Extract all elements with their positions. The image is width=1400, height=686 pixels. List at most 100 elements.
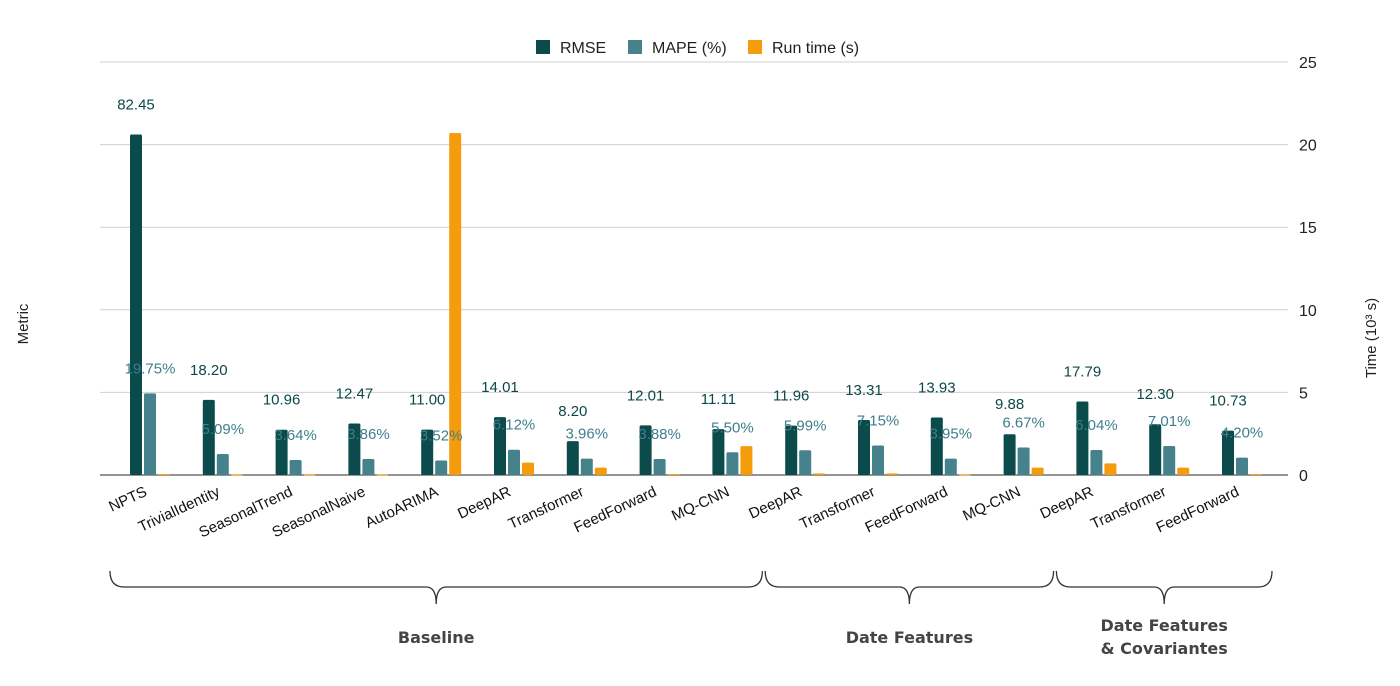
bar-runtime xyxy=(740,446,753,475)
data-label-mape: 7.01% xyxy=(1148,413,1191,430)
right-axis-tick-label: 15 xyxy=(1299,220,1317,237)
data-label-rmse: 14.01 xyxy=(481,379,519,396)
x-tick-label: DeepAR xyxy=(455,483,514,522)
bar-mape xyxy=(872,445,884,475)
bar-rmse xyxy=(1076,401,1089,475)
bar-runtime xyxy=(522,462,534,475)
right-axis-tick-label: 5 xyxy=(1299,385,1308,402)
data-label-mape: 3.86% xyxy=(347,426,390,443)
data-label-rmse: 11.11 xyxy=(701,391,736,408)
data-label-rmse: 13.93 xyxy=(918,379,956,396)
bar-rmse xyxy=(130,134,142,475)
legend-rmse-label: RMSE xyxy=(560,40,606,57)
bar-rmse xyxy=(712,429,725,475)
data-label-mape: 4.20% xyxy=(1221,425,1264,442)
legend-rmse-swatch xyxy=(536,40,550,54)
bar-rmse xyxy=(785,425,798,475)
data-label-mape: 7.15% xyxy=(857,412,900,429)
bar-rmse xyxy=(421,429,434,475)
bar-mape xyxy=(1163,446,1176,475)
bar-runtime xyxy=(667,474,680,476)
x-tick-label: FeedForward xyxy=(862,483,950,536)
bar-rmse xyxy=(202,399,215,475)
bar-rmse xyxy=(639,425,652,475)
y-axis-title-left: Metric xyxy=(15,303,32,344)
group-brace xyxy=(109,570,764,605)
bar-runtime xyxy=(230,474,243,476)
bar-mape xyxy=(799,450,812,475)
x-tick-label: MQ-CNN xyxy=(960,483,1023,524)
data-label-rmse: 11.00 xyxy=(409,392,445,409)
bar-rmse xyxy=(494,417,506,475)
bar-mape xyxy=(1090,450,1103,475)
data-label-mape: 6.67% xyxy=(1002,414,1045,431)
data-label-rmse: 18.20 xyxy=(190,362,228,379)
bar-mape xyxy=(653,458,666,475)
x-tick-label: MQ-CNN xyxy=(669,483,732,524)
bar-rmse xyxy=(858,420,870,475)
right-axis-tick-label: 0 xyxy=(1299,468,1308,485)
group-label: & Covariantes xyxy=(1101,639,1228,658)
legend-runtime-label: Run time (s) xyxy=(772,40,859,57)
bar-mape xyxy=(289,459,302,475)
data-label-rmse: 17.79 xyxy=(1064,364,1102,381)
right-axis-tick-label: 20 xyxy=(1299,138,1317,155)
bar-rmse xyxy=(930,417,943,475)
bar-mape xyxy=(580,458,593,475)
data-label-mape: 3.52% xyxy=(420,427,463,444)
group-label: Date Features xyxy=(846,628,973,647)
data-label-rmse: 82.45 xyxy=(117,96,155,113)
bar-rmse xyxy=(275,429,288,475)
bar-rmse xyxy=(1222,430,1234,475)
bar-mape xyxy=(726,452,739,475)
bar-runtime xyxy=(813,473,826,475)
data-label-mape: 3.88% xyxy=(638,426,681,443)
bar-runtime xyxy=(376,474,389,476)
right-axis-tick-label: 10 xyxy=(1299,303,1317,320)
group-label: Baseline xyxy=(398,628,475,647)
bar-runtime xyxy=(1177,467,1190,475)
data-label-rmse: 8.20 xyxy=(558,403,587,420)
data-label-rmse: 13.31 xyxy=(845,382,883,399)
bar-rmse xyxy=(566,441,579,475)
data-label-rmse: 10.96 xyxy=(263,392,301,409)
group-brace xyxy=(764,570,1055,605)
data-label-rmse: 11.96 xyxy=(773,388,809,405)
x-tick-label: FeedForward xyxy=(571,483,659,536)
data-label-mape: 5.99% xyxy=(784,417,827,434)
bar-rmse xyxy=(1149,424,1162,475)
data-label-rmse: 10.73 xyxy=(1209,393,1247,410)
data-label-mape: 6.12% xyxy=(493,417,536,434)
bar-runtime xyxy=(958,474,971,476)
legend-runtime-swatch xyxy=(748,40,762,54)
data-label-mape: 6.04% xyxy=(1075,417,1118,434)
data-label-mape: 3.96% xyxy=(566,426,609,443)
bar-mape xyxy=(1017,447,1030,475)
data-label-mape: 5.09% xyxy=(202,421,245,438)
group-brace xyxy=(1055,570,1273,605)
y-axis-title-right: Time (10³ s) xyxy=(1363,298,1380,378)
bar-runtime xyxy=(158,474,170,476)
data-label-rmse: 12.47 xyxy=(336,385,374,402)
data-label-mape: 5.50% xyxy=(711,419,754,436)
data-label-rmse: 9.88 xyxy=(995,396,1024,413)
x-tick-label: AutoARIMA xyxy=(363,483,441,532)
bar-runtime xyxy=(594,467,607,475)
bar-runtime xyxy=(1250,474,1262,476)
bar-runtime xyxy=(449,133,462,475)
group-label: Date Features xyxy=(1101,616,1228,635)
data-label-rmse: 12.30 xyxy=(1136,386,1174,403)
x-tick-label: FeedForward xyxy=(1154,483,1242,536)
data-label-rmse: 12.01 xyxy=(627,387,665,404)
legend-mape-swatch xyxy=(628,40,642,54)
right-axis-tick-label: 25 xyxy=(1299,55,1317,72)
bar-runtime xyxy=(1031,467,1044,475)
bar-mape xyxy=(362,459,375,475)
data-label-mape: 19.75% xyxy=(125,360,176,377)
bar-mape xyxy=(508,449,520,475)
bar-mape xyxy=(435,460,448,475)
x-tick-label: DeepAR xyxy=(746,483,805,522)
legend-mape-label: MAPE (%) xyxy=(652,40,727,57)
bar-runtime xyxy=(1104,463,1117,475)
